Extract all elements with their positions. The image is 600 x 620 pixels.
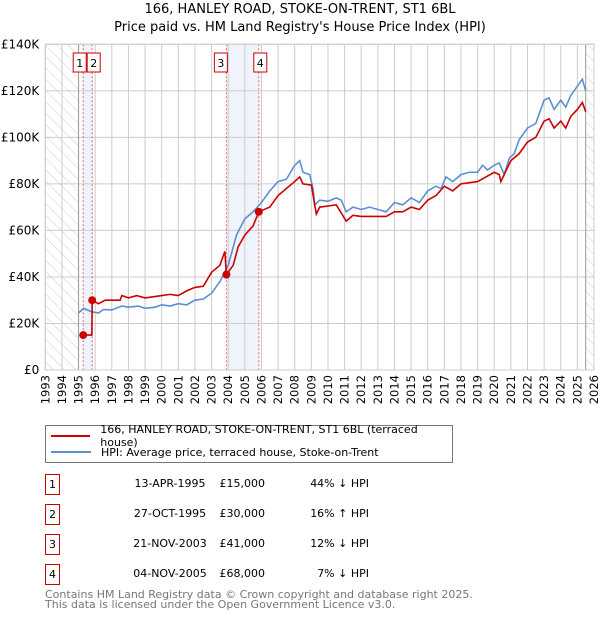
y-tick-label: £120K bbox=[1, 84, 41, 98]
sale-label-number: 4 bbox=[257, 57, 264, 70]
x-tick-label: 2006 bbox=[254, 375, 268, 404]
x-tick-label: 2009 bbox=[304, 375, 318, 404]
x-tick-label: 2011 bbox=[338, 375, 352, 404]
sale-row: 3 21-NOV-2003 £41,000 12% ↓ HPI bbox=[45, 534, 465, 556]
x-tick-label: 1998 bbox=[121, 375, 135, 404]
x-tick-label: 2019 bbox=[471, 375, 485, 404]
y-tick-label: £100K bbox=[1, 130, 41, 144]
legend-label: HPI: Average price, terraced house, Stok… bbox=[101, 445, 379, 459]
plot-border bbox=[44, 43, 595, 371]
sale-hpi-diff: 12% ↓ HPI bbox=[310, 537, 369, 550]
sale-row: 4 04-NOV-2005 £68,000 7% ↓ HPI bbox=[45, 564, 465, 586]
x-tick-label: 2003 bbox=[205, 375, 219, 404]
y-tick-label: £0 bbox=[24, 363, 39, 377]
licence-text: This data is licensed under the Open Gov… bbox=[45, 598, 396, 611]
x-tick-label: 2024 bbox=[554, 375, 568, 404]
x-tick-label: 2012 bbox=[354, 375, 368, 404]
x-tick-label: 2022 bbox=[520, 375, 534, 404]
sale-date: 13-APR-1995 bbox=[134, 477, 206, 490]
hatched-no-data-right bbox=[585, 44, 594, 371]
sale-date: 21-NOV-2003 bbox=[133, 537, 207, 550]
legend: 166, HANLEY ROAD, STOKE-ON-TRENT, ST1 6B… bbox=[45, 423, 453, 463]
x-tick-label: 2014 bbox=[387, 375, 401, 404]
x-tick-label: 1993 bbox=[38, 375, 52, 404]
sale-hpi-diff: 44% ↓ HPI bbox=[310, 477, 369, 490]
x-tick-label: 2025 bbox=[570, 375, 584, 404]
sale-number-badge: 4 bbox=[45, 564, 60, 585]
x-tick-label: 2007 bbox=[271, 375, 285, 404]
price-paid-line bbox=[83, 100, 587, 336]
sale-label-box bbox=[213, 52, 228, 73]
sale-label-number: 3 bbox=[217, 57, 224, 70]
sale-point bbox=[79, 331, 88, 340]
sale-label-box bbox=[253, 52, 268, 73]
sale-hpi-diff: 7% ↓ HPI bbox=[317, 567, 369, 580]
x-tick-label: 2020 bbox=[487, 375, 501, 404]
hpi-line bbox=[78, 77, 587, 314]
sale-number-badge: 1 bbox=[45, 474, 60, 495]
x-tick-label: 2004 bbox=[221, 375, 235, 404]
sale-number-badge: 2 bbox=[45, 504, 60, 525]
y-tick-label: £80K bbox=[9, 177, 41, 191]
sale-row: 1 13-APR-1995 £15,000 44% ↓ HPI bbox=[45, 474, 465, 496]
legend-swatch-red bbox=[51, 435, 91, 437]
legend-item-hpi: HPI: Average price, terraced house, Stok… bbox=[46, 444, 379, 460]
sale-number-badge: 3 bbox=[45, 534, 60, 555]
chart-subtitle: Price paid vs. HM Land Registry's House … bbox=[114, 20, 486, 35]
x-tick-label: 1999 bbox=[138, 375, 152, 404]
x-tick-label: 1995 bbox=[72, 375, 86, 404]
sale-point bbox=[88, 296, 97, 305]
sale-price: £68,000 bbox=[219, 567, 266, 580]
legend-label: 166, HANLEY ROAD, STOKE-ON-TRENT, ST1 6B… bbox=[100, 423, 418, 449]
x-tick-label: 2002 bbox=[188, 375, 202, 404]
x-tick-label: 2017 bbox=[437, 375, 451, 404]
legend-item-property: 166, HANLEY ROAD, STOKE-ON-TRENT, ST1 6B… bbox=[46, 423, 452, 449]
sale-point bbox=[222, 270, 231, 279]
sale-hpi-diff: 16% ↑ HPI bbox=[310, 507, 369, 520]
x-tick-label: 2021 bbox=[504, 375, 518, 404]
x-tick-label: 2016 bbox=[421, 375, 435, 404]
price-chart: 1993 1994 1995 1996 1997 1998 1999 2000 2001 2002… bbox=[1, 37, 600, 404]
sale-point bbox=[254, 207, 263, 216]
chart-title: 166, HANLEY ROAD, STOKE-ON-TRENT, ST1 6B… bbox=[144, 2, 456, 17]
shaded-period-2 bbox=[226, 44, 259, 371]
footer: Contains HM Land Registry data © Crown c… bbox=[45, 588, 473, 611]
sale-label-number: 1 bbox=[76, 57, 83, 70]
x-tick-label: 2008 bbox=[288, 375, 302, 404]
sale-label-box bbox=[72, 52, 87, 73]
x-tick-label: 2015 bbox=[404, 375, 418, 404]
x-tick-label: 1994 bbox=[55, 375, 69, 404]
sale-date: 27-OCT-1995 bbox=[133, 507, 207, 520]
sale-row: 2 27-OCT-1995 £30,000 16% ↑ HPI bbox=[45, 504, 465, 526]
copyright-text: Contains HM Land Registry data © Crown c… bbox=[45, 588, 473, 601]
x-tick-label: 2001 bbox=[171, 375, 185, 404]
x-tick-label: 2013 bbox=[371, 375, 385, 404]
y-tick-label: £140K bbox=[1, 37, 41, 51]
x-tick-label: 2023 bbox=[537, 375, 551, 404]
x-tick-label: 2026 bbox=[587, 375, 600, 404]
x-tick-label: 1996 bbox=[88, 375, 102, 404]
shaded-period-1 bbox=[83, 44, 93, 371]
sale-label-number: 2 bbox=[90, 57, 97, 70]
legend-swatch-blue bbox=[51, 451, 91, 453]
x-tick-label: 2018 bbox=[454, 375, 468, 404]
y-tick-label: £60K bbox=[9, 223, 41, 237]
y-tick-label: £40K bbox=[9, 270, 41, 284]
sale-price: £30,000 bbox=[219, 507, 266, 520]
x-tick-label: 2010 bbox=[321, 375, 335, 404]
sale-date: 04-NOV-2005 bbox=[133, 567, 207, 580]
x-tick-label: 1997 bbox=[105, 375, 119, 404]
x-tick-label: 2000 bbox=[155, 375, 169, 404]
y-tick-label: £20K bbox=[9, 316, 41, 330]
sale-label-box bbox=[86, 52, 101, 73]
sale-price: £41,000 bbox=[219, 537, 266, 550]
x-tick-label: 2005 bbox=[238, 375, 252, 404]
sale-price: £15,000 bbox=[219, 477, 266, 490]
